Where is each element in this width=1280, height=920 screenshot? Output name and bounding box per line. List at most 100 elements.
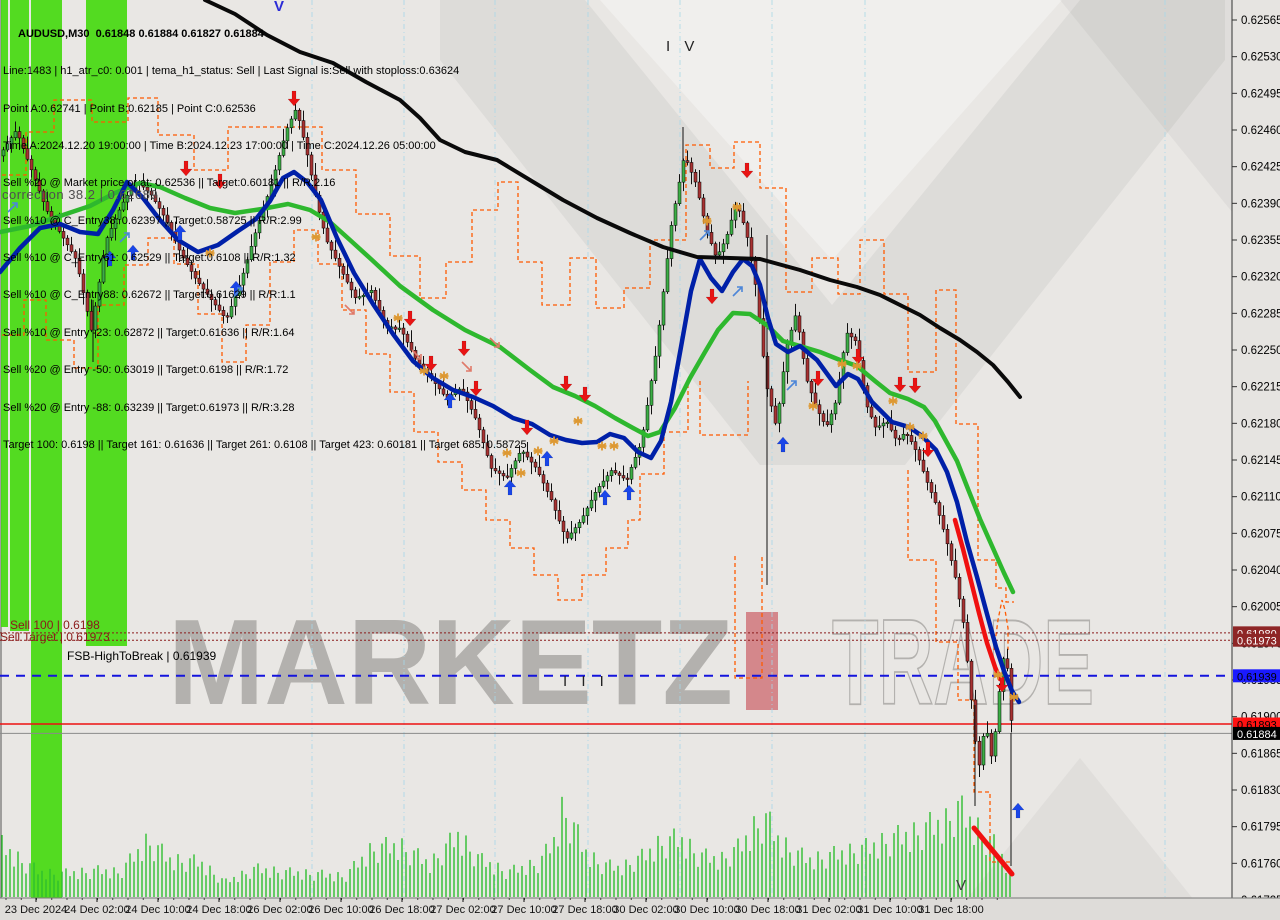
price-axis-label: 0.62040 <box>1241 565 1280 577</box>
candle-body <box>641 429 646 448</box>
trade-markers <box>7 90 1025 819</box>
sell-arrow-icon <box>424 355 438 372</box>
price-badge-label: 0.61884 <box>1237 729 1277 741</box>
price-axis-label: 0.62460 <box>1241 125 1280 137</box>
hollow-up-arrow-icon <box>232 287 243 298</box>
sell-arrow-icon <box>851 348 865 365</box>
candle-body <box>489 455 494 469</box>
candle-body <box>673 203 678 226</box>
candle-body <box>905 433 910 436</box>
time-axis-label: 24 Dec 18:00 <box>186 904 251 916</box>
price-axis-label: 0.62285 <box>1241 308 1280 320</box>
candle-body <box>45 201 50 212</box>
price-badge <box>1233 669 1280 683</box>
watermark: MARKETZ TRADE <box>168 593 1095 731</box>
orange-band-path <box>699 381 749 436</box>
price-axis-label: 0.62495 <box>1241 88 1280 100</box>
candle-body <box>665 258 670 293</box>
candle-body <box>61 231 66 239</box>
orange-band-path <box>734 556 763 679</box>
price-badge-label: 0.61939 <box>1237 671 1277 683</box>
candle-body <box>273 169 278 185</box>
sell-arrow-icon <box>893 376 907 393</box>
candle-body <box>209 294 214 300</box>
candle-body <box>193 271 198 279</box>
watermark-red-bar <box>746 612 778 710</box>
candle-body <box>777 403 782 424</box>
candle-body <box>997 691 1002 732</box>
candle-body <box>773 405 778 424</box>
candle-body <box>289 118 294 129</box>
candle-body <box>113 219 118 229</box>
candle-body <box>909 435 914 442</box>
price-axis-background <box>1232 0 1280 920</box>
candle-body <box>965 622 970 662</box>
candle-body <box>869 406 874 418</box>
candle-body <box>153 194 158 202</box>
time-axis-label: 26 Dec 10:00 <box>308 904 373 916</box>
candle-body <box>225 315 230 318</box>
candle-body <box>597 486 602 493</box>
sell-arrow-icon <box>995 676 1009 693</box>
candle-body <box>677 181 682 204</box>
candle-body <box>645 405 650 431</box>
candle-body <box>945 528 950 545</box>
price-axis-label: 0.62145 <box>1241 455 1280 467</box>
candle-body <box>409 341 414 351</box>
candle-body <box>201 283 206 290</box>
sell-arrow-icon <box>559 375 573 392</box>
hollow-down-arrow-icon <box>461 361 472 372</box>
candle-body <box>809 380 814 394</box>
time-axis-label: 31 Dec 10:00 <box>857 904 922 916</box>
candle-body <box>601 480 606 487</box>
buy-arrow-icon <box>540 450 554 467</box>
level-lines <box>0 632 1232 734</box>
black-ma-line <box>203 0 1022 399</box>
candle-body <box>897 437 902 440</box>
candle-body <box>285 127 290 142</box>
candle-body <box>553 499 558 511</box>
candle-body <box>81 273 86 293</box>
hollow-down-arrow-icon <box>344 304 355 315</box>
candle-body <box>693 172 698 183</box>
buy-arrow-icon <box>598 489 612 506</box>
candle-body <box>533 461 538 468</box>
candle-body <box>157 201 162 209</box>
candle-body <box>881 422 886 427</box>
candle-body <box>25 148 30 160</box>
candle-body <box>833 402 838 415</box>
candle-body <box>309 154 314 176</box>
candle-body <box>145 186 150 192</box>
sell-arrow-icon <box>908 377 922 394</box>
time-axis-label: 26 Dec 18:00 <box>369 904 434 916</box>
time-axis-label: 23 Dec 2024 <box>5 904 67 916</box>
candle-body <box>217 304 222 311</box>
hollow-up-arrow-icon <box>119 232 130 243</box>
candle-body <box>725 234 730 245</box>
candle-body <box>521 451 526 454</box>
candle-body <box>633 457 638 468</box>
hollow-up-arrow-icon <box>699 230 710 241</box>
price-axis-label: 0.62005 <box>1241 602 1280 614</box>
candle-body <box>37 180 42 192</box>
buy-arrow-icon <box>229 280 243 297</box>
candle-body <box>441 388 446 395</box>
price-axis-label: 0.62110 <box>1241 492 1280 504</box>
candle-body <box>369 290 374 294</box>
candle-body <box>373 290 378 301</box>
candle-body <box>649 380 654 406</box>
candle-body <box>101 257 106 283</box>
candle-body <box>513 460 518 469</box>
price-axis-label: 0.62320 <box>1241 272 1280 284</box>
candle-body <box>949 543 954 561</box>
candle-body <box>189 264 194 272</box>
candle-body <box>885 421 890 424</box>
candle-body <box>941 515 946 530</box>
price-axis-label: 0.61795 <box>1241 822 1280 834</box>
green-ma-line <box>0 180 1016 595</box>
candle-body <box>69 244 74 252</box>
candle-body <box>477 417 482 431</box>
candle-body <box>505 475 510 478</box>
